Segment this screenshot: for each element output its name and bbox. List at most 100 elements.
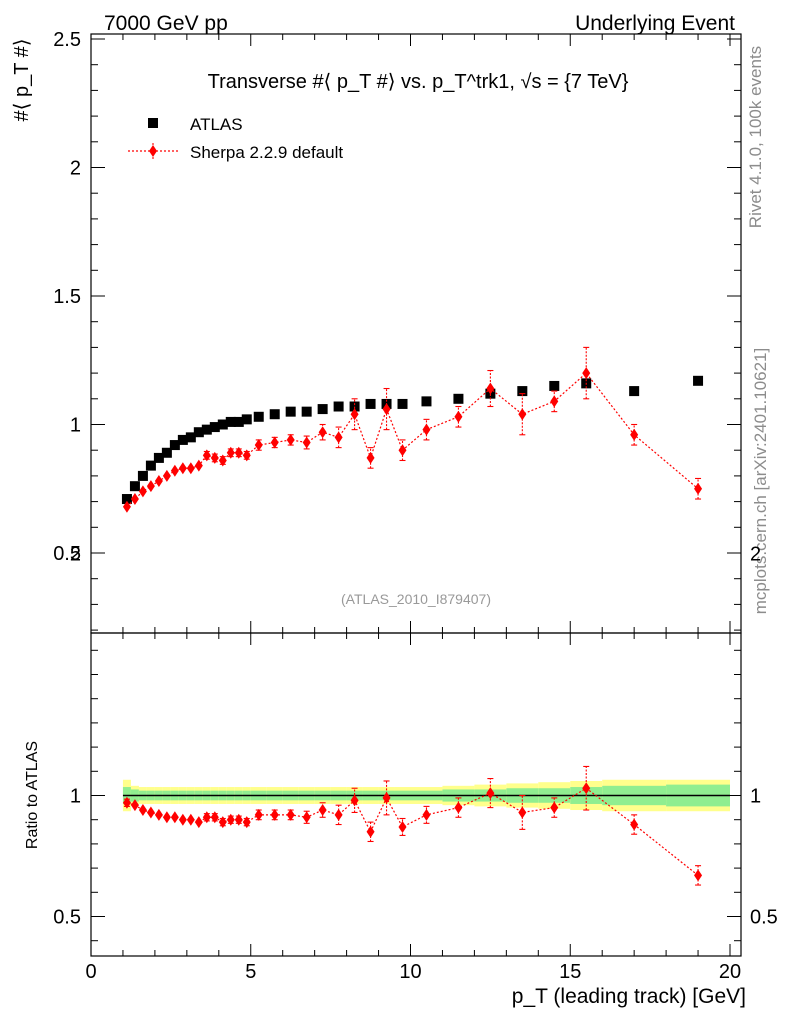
atlas-point: [349, 401, 360, 412]
ratio-sherpa-point: [454, 801, 463, 814]
atlas-point: [549, 380, 560, 391]
atlas-point: [201, 424, 212, 435]
ratio-sherpa-point: [382, 791, 391, 804]
ratio-ytick-label-left: 2: [70, 544, 81, 566]
ratio-ytick-label-right: 0.5: [750, 907, 778, 929]
main-ylabel: #⟨ p_T #⟩: [11, 38, 33, 121]
atlas-point: [137, 470, 148, 481]
atlas-point: [185, 432, 196, 443]
atlas-point: [517, 386, 528, 397]
atlas-point: [209, 422, 220, 433]
atlas-point: [397, 398, 408, 409]
sherpa-point: [582, 367, 591, 380]
atlas-point: [161, 447, 172, 458]
main-plot-frame: [90, 33, 742, 634]
atlas-point: [129, 481, 140, 492]
sherpa-point: [186, 462, 195, 475]
ratio-sherpa-point: [154, 808, 163, 821]
sherpa-point: [170, 464, 179, 477]
atlas-point: [217, 419, 228, 430]
ratio-sherpa-point: [286, 808, 295, 821]
ratio-sherpa-point: [146, 806, 155, 819]
sherpa-point: [302, 436, 311, 449]
xtick-label: 15: [559, 961, 581, 983]
sherpa-point: [234, 446, 243, 459]
ratio-sherpa-point: [226, 813, 235, 826]
ratio-sherpa-point: [550, 801, 559, 814]
sherpa-point: [138, 485, 147, 498]
atlas-point: [153, 452, 164, 463]
xlabel: p_T (leading track) [GeV]: [512, 985, 746, 1008]
ratio-sherpa-point: [186, 813, 195, 826]
ratio-plot-frame: [90, 632, 742, 957]
sherpa-point: [194, 459, 203, 472]
atlas-point: [233, 416, 244, 427]
header-left: 7000 GeV pp: [104, 12, 228, 35]
legend-sherpa-label: Sherpa 2.2.9 default: [190, 143, 343, 162]
atlas-point: [169, 440, 180, 451]
main-ytick-label: 1: [70, 415, 81, 437]
sherpa-point: [286, 433, 295, 446]
sherpa-line: [126, 372, 699, 508]
ratio-sherpa-point: [518, 806, 527, 819]
ratio-sherpa-point: [242, 816, 251, 829]
ratio-sherpa-point: [630, 818, 639, 831]
ratio-sherpa-line: [126, 787, 699, 876]
sherpa-point: [242, 449, 251, 462]
atlas-point: [693, 375, 704, 386]
atlas-point: [193, 427, 204, 438]
ratio-ylabel: Ratio to ATLAS: [24, 741, 41, 849]
ratio-sherpa-point: [170, 811, 179, 824]
sherpa-point: [486, 382, 495, 395]
main-title-text: Transverse #⟨ p_T #⟩ vs. p_T^trk1, √s = …: [208, 71, 629, 93]
main-ytick-label: 2.5: [53, 29, 81, 51]
sherpa-point: [226, 446, 235, 459]
atlas-point: [121, 494, 132, 505]
sherpa-point: [382, 403, 391, 416]
sherpa-point: [318, 426, 327, 439]
atlas-point: [285, 406, 296, 417]
sherpa-point: [254, 439, 263, 452]
xtick-label: 0: [85, 961, 96, 983]
sherpa-point: [162, 469, 171, 482]
atlas-point: [301, 406, 312, 417]
ratio-sherpa-point: [178, 813, 187, 826]
atlas-point: [453, 393, 464, 404]
ratio-sherpa-point: [398, 820, 407, 833]
atlas-point: [145, 460, 156, 471]
sherpa-point: [130, 493, 139, 506]
ratio-sherpa-point: [138, 804, 147, 817]
sherpa-point: [630, 428, 639, 441]
ratio-sherpa-point: [210, 811, 219, 824]
ratio-sherpa-point: [334, 808, 343, 821]
sherpa-point: [350, 408, 359, 421]
atlas-point: [421, 396, 432, 407]
xtick-label: 5: [245, 961, 256, 983]
atlas-point: [253, 411, 264, 422]
ratio-sherpa-point: [694, 869, 703, 882]
ratio-sherpa-point: [202, 811, 211, 824]
ratio-sherpa-point: [422, 808, 431, 821]
ratio-sherpa-point: [122, 796, 131, 809]
ratio-ytick-label-right: 2: [750, 544, 761, 566]
legend-atlas-marker: [148, 118, 158, 128]
atlas-point: [333, 401, 344, 412]
header-right: Underlying Event: [575, 12, 735, 35]
ratio-sherpa-point: [254, 808, 263, 821]
atlas-point: [269, 409, 280, 420]
main-title: Transverse #⟨ p_T #⟩ vs. p_T^trk1, √s = …: [208, 71, 629, 93]
atlas-point: [365, 398, 376, 409]
main-ytick-label: 1.5: [53, 286, 81, 308]
ratio-sherpa-point: [486, 787, 495, 800]
ratio-ytick-label-left: 0.5: [53, 907, 81, 929]
ratio-sherpa-point: [318, 804, 327, 817]
ratio-sherpa-point: [218, 816, 227, 829]
sherpa-point: [518, 408, 527, 421]
main-ytick-label: 2: [70, 158, 81, 180]
ratio-sherpa-point: [350, 794, 359, 807]
atlas-point: [629, 386, 640, 397]
ratio-sherpa-point: [194, 816, 203, 829]
main-ytick-label: 0.5: [53, 543, 81, 565]
atlas-point: [225, 416, 236, 427]
